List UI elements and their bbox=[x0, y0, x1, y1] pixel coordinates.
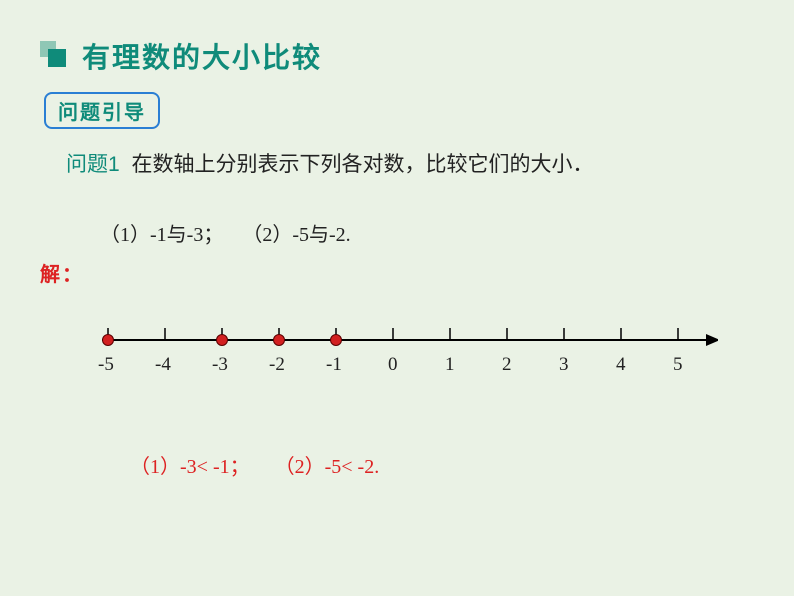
number-line-label: 4 bbox=[616, 354, 626, 376]
solve-label: 解： bbox=[40, 258, 84, 287]
number-line-label: -5 bbox=[98, 354, 114, 376]
answers: （1）-3< -1； （2）-5< -2. bbox=[130, 450, 379, 479]
question-pairs: （1）-1与-3； （2）-5与-2. bbox=[100, 218, 351, 247]
number-line-label: -4 bbox=[155, 354, 171, 376]
header-icon bbox=[40, 41, 70, 71]
answer-2: （2）-5< -2. bbox=[275, 456, 380, 478]
question-row: 问题1 在数轴上分别表示下列各对数，比较它们的大小． bbox=[66, 148, 594, 178]
number-line-label: 0 bbox=[388, 354, 398, 376]
number-line-label: 2 bbox=[502, 354, 512, 376]
question-label: 问题1 bbox=[66, 153, 120, 176]
number-line-label: -2 bbox=[269, 354, 285, 376]
section-badge: 问题引导 bbox=[44, 92, 160, 129]
number-line-label: 1 bbox=[445, 354, 455, 376]
pair-1: （1）-1与-3； bbox=[100, 224, 223, 246]
answer-1: （1）-3< -1； bbox=[130, 456, 250, 478]
page-title: 有理数的大小比较 bbox=[82, 36, 322, 76]
header: 有理数的大小比较 bbox=[40, 36, 322, 76]
number-line: -5 -4 -3 -2 -1 0 1 2 3 4 5 bbox=[98, 320, 718, 390]
section-badge-label: 问题引导 bbox=[58, 102, 146, 124]
pair-2: （2）-5与-2. bbox=[242, 224, 350, 246]
number-line-label: -1 bbox=[326, 354, 342, 376]
number-line-label: 3 bbox=[559, 354, 569, 376]
number-line-label: 5 bbox=[673, 354, 683, 376]
question-text: 在数轴上分别表示下列各对数，比较它们的大小． bbox=[132, 153, 594, 176]
number-line-label: -3 bbox=[212, 354, 228, 376]
